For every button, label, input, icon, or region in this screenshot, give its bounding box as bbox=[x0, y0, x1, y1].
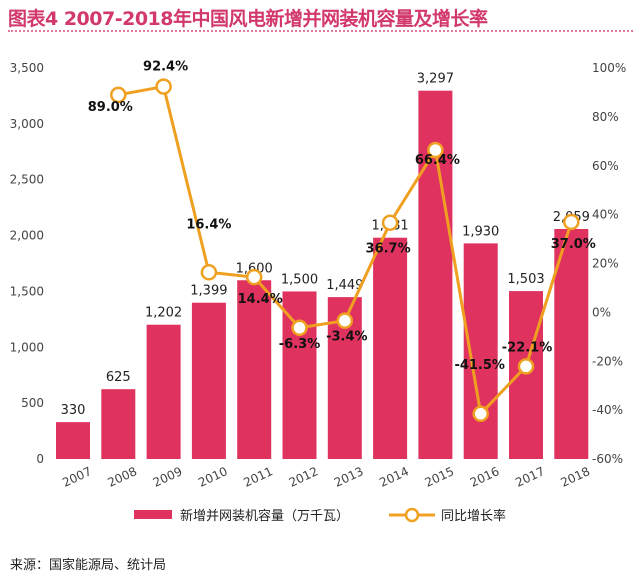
x-axis-tick: 2007 bbox=[60, 464, 94, 490]
bar-value-label: 330 bbox=[61, 403, 86, 418]
bar bbox=[282, 291, 317, 459]
growth-point bbox=[245, 268, 263, 286]
source-note: 来源：国家能源局、统计局 bbox=[10, 558, 167, 573]
x-axis-tick: 2009 bbox=[151, 464, 185, 490]
bar bbox=[101, 389, 136, 459]
bar bbox=[191, 302, 226, 459]
chart-title: 图表4 2007-2018年中国风电新增并网装机容量及增长率 bbox=[8, 8, 488, 30]
growth-value-label: -22.1% bbox=[502, 340, 553, 355]
x-axis-tick: 2014 bbox=[377, 464, 411, 490]
right-axis-tick: 100% bbox=[592, 61, 626, 75]
growth-point bbox=[155, 78, 172, 95]
right-axis-tick: 0% bbox=[592, 305, 611, 319]
x-axis-tick: 2013 bbox=[332, 464, 366, 490]
right-axis-tick: 40% bbox=[592, 208, 619, 222]
bar bbox=[237, 280, 272, 459]
growth-value-label: -41.5% bbox=[454, 358, 505, 373]
left-axis-tick: 2,500 bbox=[10, 173, 44, 187]
right-axis-tick: 80% bbox=[592, 110, 619, 124]
growth-value-label: 66.4% bbox=[415, 153, 460, 168]
x-axis-tick: 2012 bbox=[287, 464, 321, 490]
combo-chart: 0 500 1,000 1,500 2,000 2,500 3,000 3,500 -60% -4… bbox=[10, 60, 627, 490]
left-axis-tick: 1,000 bbox=[10, 340, 44, 354]
growth-value-label: 36.7% bbox=[366, 242, 411, 257]
growth-point bbox=[563, 213, 580, 231]
x-axis-tick: 2010 bbox=[196, 464, 230, 490]
growth-value-label: 14.4% bbox=[238, 292, 283, 307]
title-divider bbox=[8, 30, 633, 32]
bar-value-label: 1,930 bbox=[462, 224, 499, 239]
growth-point bbox=[200, 264, 218, 281]
bar-value-label: 1,399 bbox=[190, 284, 227, 299]
legend-label-capacity: 新增并网装机容量（万千瓦） bbox=[179, 509, 349, 524]
x-axis-tick: 2016 bbox=[468, 464, 502, 490]
left-axis-tick: 2,000 bbox=[10, 229, 44, 243]
bar bbox=[554, 228, 589, 459]
left-axis-tick: 0 bbox=[36, 452, 44, 466]
growth-value-label: 37.0% bbox=[551, 237, 596, 252]
growth-value-label: 89.0% bbox=[88, 100, 133, 115]
right-axis-tick: -40% bbox=[592, 403, 623, 417]
x-axis-tick: 2008 bbox=[105, 464, 139, 490]
left-axis-tick: 500 bbox=[21, 396, 44, 410]
bar-value-label: 1,449 bbox=[326, 278, 363, 293]
x-axis-tick: 2015 bbox=[423, 464, 457, 490]
bar-value-label: 3,297 bbox=[417, 72, 454, 87]
bar-value-label: 625 bbox=[106, 370, 131, 385]
growth-point bbox=[291, 319, 308, 337]
growth-value-label: 92.4% bbox=[143, 60, 188, 75]
x-axis-tick: 2011 bbox=[241, 464, 275, 490]
growth-point bbox=[381, 214, 399, 231]
bar bbox=[146, 324, 181, 459]
right-axis-tick: 60% bbox=[592, 159, 619, 173]
legend-item-capacity: 新增并网装机容量（万千瓦） bbox=[133, 505, 349, 524]
bar-value-label: 1,503 bbox=[507, 272, 544, 287]
growth-point bbox=[427, 141, 444, 159]
growth-value-label: -3.4% bbox=[326, 330, 367, 345]
growth-point bbox=[110, 86, 127, 104]
legend-label-growth: 同比增长率 bbox=[441, 509, 507, 524]
legend-bar-swatch bbox=[133, 510, 172, 519]
x-axis-tick: 2017 bbox=[513, 464, 547, 490]
legend: 新增并网装机容量（万千瓦） 同比增长率 bbox=[0, 505, 640, 524]
bar-value-label: 1,500 bbox=[281, 272, 318, 287]
left-axis-tick: 1,500 bbox=[10, 284, 44, 298]
left-axis-tick: 3,500 bbox=[10, 61, 44, 75]
right-axis-tick: -20% bbox=[592, 354, 623, 368]
legend-item-growth: 同比增长率 bbox=[389, 505, 506, 524]
legend-line-swatch bbox=[389, 507, 435, 522]
growth-value-label: 16.4% bbox=[186, 217, 231, 232]
right-axis-tick: 20% bbox=[592, 257, 619, 271]
bar bbox=[56, 422, 90, 459]
x-axis-tick: 2018 bbox=[558, 464, 592, 490]
growth-point bbox=[472, 405, 489, 423]
growth-value-label: -6.3% bbox=[279, 337, 320, 352]
right-axis-tick: -60% bbox=[592, 452, 623, 466]
left-axis-tick: 3,000 bbox=[10, 117, 44, 131]
bar-value-label: 1,202 bbox=[145, 306, 182, 321]
bar-value-label: 1,600 bbox=[236, 261, 273, 276]
growth-point bbox=[517, 358, 535, 375]
bar bbox=[373, 237, 408, 459]
bar bbox=[509, 291, 543, 459]
growth-point bbox=[336, 312, 354, 329]
